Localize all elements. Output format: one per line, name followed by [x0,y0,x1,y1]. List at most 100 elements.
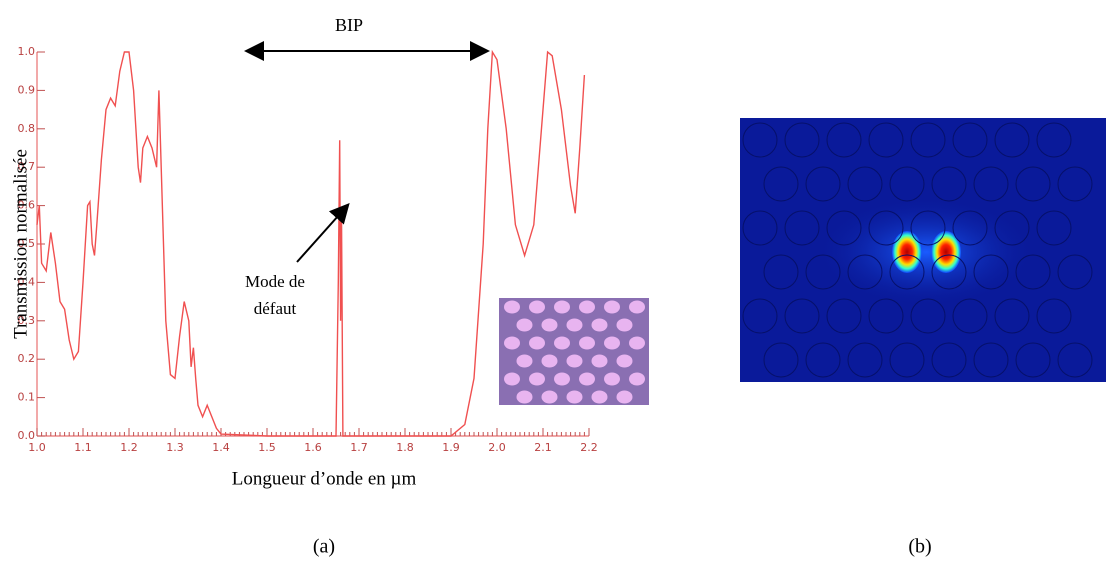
crystal-hole [516,354,533,368]
crystal-hole [541,390,558,404]
lattice-ring [931,254,967,290]
lattice-ring [868,122,904,158]
y-tick-label: 0.1 [18,391,36,404]
crystal-hole [504,372,520,386]
x-tick-label: 1.8 [396,441,414,454]
crystal-hole [616,390,633,404]
transmission-line [36,49,586,437]
crystal-hole [629,336,645,350]
x-tick-label: 1.1 [74,441,92,454]
lattice-ring [805,254,841,290]
x-tick-label: 1.0 [28,441,46,454]
crystal-hole [629,300,645,314]
lattice-ring [1057,342,1093,378]
lattice-ring [763,342,799,378]
lattice-ring [742,298,778,334]
lattice-ring [952,210,988,246]
x-tick-label: 1.9 [442,441,460,454]
field-halo [816,197,1036,307]
lattice-ring [994,122,1030,158]
y-tick-label: 0.9 [18,83,36,96]
lattice-ring [994,210,1030,246]
lattice-ring [1057,166,1093,202]
crystal-hole [554,300,570,314]
defect-label: Mode de [245,272,305,291]
lattice-ring [1036,122,1072,158]
lattice-ring [847,166,883,202]
crystal-hole [591,390,608,404]
y-axis-label: Transmission normalisée [10,149,31,339]
crystal-hole [604,336,620,350]
crystal-background [499,298,649,405]
lattice-ring [868,298,904,334]
x-tick-label: 2.0 [488,441,506,454]
lattice-ring [889,342,925,378]
crystal-hole [529,336,545,350]
crystal-inset [499,298,649,405]
lattice-ring [973,342,1009,378]
crystal-hole [629,372,645,386]
field-hotspot [931,231,961,273]
field-hotspot [892,231,922,273]
crystal-hole [616,354,633,368]
lattice-ring [868,210,904,246]
crystal-hole [591,318,608,332]
lattice-ring [1015,166,1051,202]
lattice-ring [826,210,862,246]
y-tick-label: 0.7 [18,160,36,173]
lattice-ring [973,166,1009,202]
lattice-ring [826,298,862,334]
plot-area: 1.0 1.1 1.2 1.3 1.4 1.5 1.6 1.7 1.8 1.9 2.0 2.1 2.2 0… [18,45,598,454]
crystal-hole [541,318,558,332]
band-gap-label: BIP [335,15,363,35]
crystal-hole [554,372,570,386]
defect-label: défaut [254,299,297,318]
lattice-ring [742,210,778,246]
lattice-ring [742,122,778,158]
x-tick-label: 1.2 [120,441,138,454]
crystal-hole [516,390,533,404]
crystal-hole [504,300,520,314]
lattice-ring [805,166,841,202]
lattice-ring [973,254,1009,290]
lattice-ring [931,166,967,202]
crystal-hole [566,390,583,404]
crystal-hole [566,318,583,332]
lattice-ring [931,342,967,378]
crystal-hole [591,354,608,368]
x-tick-label: 1.6 [304,441,322,454]
lattice-ring [784,298,820,334]
crystal-hole [504,336,520,350]
crystal-hole [529,372,545,386]
lattice-ring [826,122,862,158]
lattice-ring [952,122,988,158]
x-axis-label: Longueur d’onde en µm [232,468,417,489]
lattice-ring [910,298,946,334]
y-tick-label: 0.5 [18,237,36,250]
crystal-hole [579,300,595,314]
crystal-hole [529,300,545,314]
lattice-ring [1057,254,1093,290]
y-tick-label: 0.3 [18,314,36,327]
lattice-ring [952,298,988,334]
crystal-hole [516,318,533,332]
panel-label: (b) [908,536,931,558]
panel-label: (a) [313,536,335,558]
x-tick-label: 2.2 [580,441,598,454]
crystal-hole [604,372,620,386]
x-tick-label: 1.7 [350,441,368,454]
crystal-hole [541,354,558,368]
lattice-ring [1036,210,1072,246]
crystal-hole [616,318,633,332]
crystal-hole [566,354,583,368]
lattice-ring [847,254,883,290]
y-tick-label: 0.4 [18,275,36,288]
lattice-ring [784,210,820,246]
lattice-ring [889,166,925,202]
defect-arrow [296,203,350,263]
crystal-hole [604,300,620,314]
x-tick-label: 1.3 [166,441,184,454]
x-tick-label: 1.4 [212,441,230,454]
lattice-ring [910,122,946,158]
